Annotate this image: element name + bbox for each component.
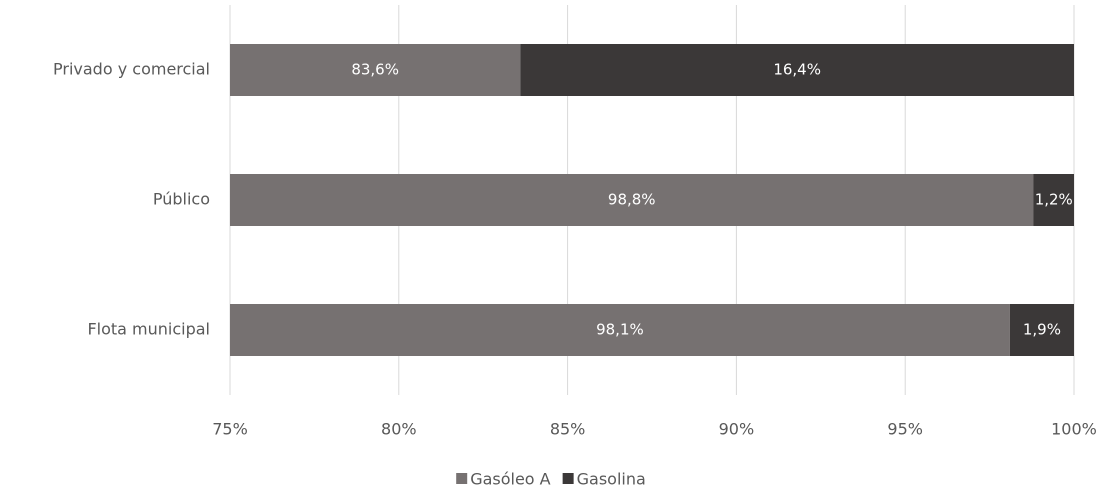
y-tick-label: Flota municipal xyxy=(87,320,210,339)
x-tick-label: 80% xyxy=(381,420,417,439)
bar-segment xyxy=(520,44,1074,96)
x-tick-label: 75% xyxy=(212,420,248,439)
bar-segment xyxy=(230,174,1034,226)
data-label: 1,2% xyxy=(1035,191,1073,209)
x-tick-label: 85% xyxy=(550,420,586,439)
x-tick-label: 95% xyxy=(887,420,923,439)
bar-segment xyxy=(230,304,1010,356)
y-tick-label: Privado y comercial xyxy=(53,60,210,79)
y-tick-label: Público xyxy=(153,190,210,209)
x-tick-label: 90% xyxy=(719,420,755,439)
legend-swatch xyxy=(456,473,468,484)
legend-label: Gasolina xyxy=(577,470,646,489)
bar-segment xyxy=(230,44,521,96)
bar-segment xyxy=(1009,304,1074,356)
bar-segment xyxy=(1033,174,1074,226)
data-label: 98,1% xyxy=(596,321,644,339)
data-label: 83,6% xyxy=(351,61,399,79)
x-tick-label: 100% xyxy=(1051,420,1097,439)
data-label: 16,4% xyxy=(773,61,821,79)
data-label: 1,9% xyxy=(1023,321,1061,339)
legend-label: Gasóleo A xyxy=(470,470,550,489)
data-label: 98,8% xyxy=(608,191,656,209)
legend-swatch xyxy=(562,473,574,484)
